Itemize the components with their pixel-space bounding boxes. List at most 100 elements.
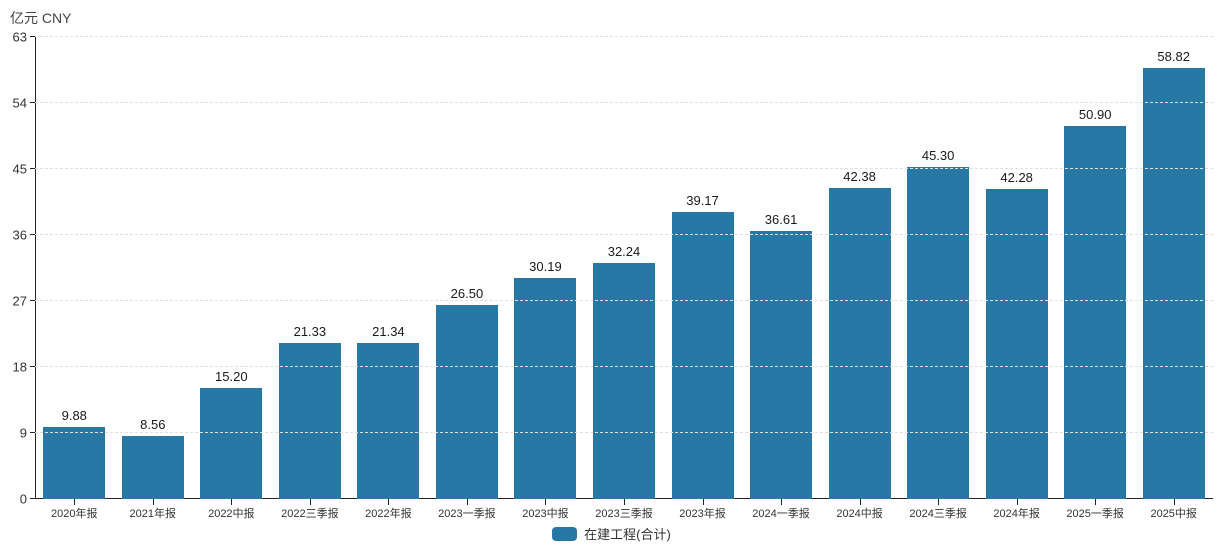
x-axis-label: 2022年报 (365, 508, 412, 520)
x-axis-labels: 2020年报 2021年报 2022中报 2022三季报 2022年报 2023一季报 20… (35, 505, 1213, 521)
x-axis-label: 2023三季报 (595, 508, 653, 520)
gridline (35, 102, 1213, 103)
y-axis-tick-label: 27 (12, 293, 27, 309)
x-axis-tick (388, 499, 390, 505)
x-axis-tick (74, 499, 76, 505)
bar[interactable] (828, 188, 891, 499)
bar-slot: 32.24 (585, 37, 664, 505)
bar-value-label: 42.38 (843, 169, 876, 185)
y-axis-tick-label: 63 (12, 29, 27, 45)
plot-area: 9.88 8.56 15.20 21.33 21.34 26.50 30.19 32.24 39… (13, 30, 1213, 507)
bar[interactable] (43, 426, 106, 499)
x-axis-label: 2023中报 (522, 508, 569, 520)
y-axis-tick (30, 234, 35, 235)
bar-value-label: 21.33 (293, 323, 327, 339)
x-axis-tick (938, 499, 940, 505)
x-axis-tick (545, 499, 547, 505)
bar-slot: 21.34 (349, 37, 428, 505)
bar-value-label: 9.88 (61, 407, 87, 423)
legend-label: 在建工程(合计) (584, 527, 671, 542)
gridline (35, 366, 1213, 367)
y-axis-tick-label: 45 (12, 161, 27, 177)
bar-slot: 15.20 (192, 37, 271, 505)
bar-value-label: 15.20 (215, 368, 248, 384)
gridline (35, 300, 1213, 301)
y-axis-line (35, 37, 36, 499)
y-axis-tick (30, 36, 35, 37)
bar-value-label: 32.24 (607, 243, 641, 259)
bar-slot: 50.90 (1056, 37, 1135, 505)
y-axis-tick (30, 498, 35, 499)
x-axis-tick (1016, 499, 1018, 505)
bar-value-label: 36.61 (764, 211, 798, 227)
y-axis-tick (30, 300, 35, 301)
legend-swatch (552, 526, 578, 541)
x-axis-label: 2023一季报 (438, 508, 496, 520)
legend-item[interactable]: 在建工程(合计) (0, 524, 1223, 543)
gridline (35, 168, 1213, 169)
x-axis-label: 2020年报 (51, 508, 98, 520)
gridline (35, 432, 1213, 433)
bar-value-label: 58.82 (1157, 48, 1190, 64)
y-axis-tick (30, 432, 35, 433)
bar-value-label: 21.34 (372, 323, 405, 339)
bar-value-label: 30.19 (529, 258, 562, 274)
bar-slot: 58.82 (1134, 37, 1213, 505)
bar-value-label: 50.90 (1078, 106, 1112, 122)
bar[interactable] (121, 436, 184, 499)
bar-value-label: 39.17 (686, 192, 719, 208)
bars-container: 9.88 8.56 15.20 21.33 21.34 26.50 30.19 32.24 39… (35, 37, 1213, 505)
x-axis-tick (466, 499, 468, 505)
bar[interactable] (985, 188, 1048, 499)
y-axis-tick (30, 168, 35, 169)
bar[interactable] (1064, 125, 1127, 499)
y-axis-tick-label: 9 (19, 425, 27, 441)
x-axis-label: 2024一季报 (752, 508, 810, 520)
bar-slot: 36.61 (742, 37, 821, 505)
x-axis-tick (702, 499, 704, 505)
bar-slot: 42.28 (977, 37, 1056, 505)
x-axis-label: 2022中报 (208, 508, 255, 520)
x-axis-tick (152, 499, 154, 505)
gridline (35, 36, 1213, 37)
y-axis-unit-label: 亿元 CNY (10, 10, 72, 26)
x-axis-label: 2023年报 (679, 508, 726, 520)
bar[interactable] (1142, 67, 1205, 499)
bar-slot: 26.50 (428, 37, 507, 505)
bar-value-label: 26.50 (450, 285, 484, 301)
bar[interactable] (750, 230, 813, 499)
bar-slot: 21.33 (271, 37, 350, 505)
y-axis-tick-label: 18 (12, 359, 27, 375)
x-axis-tick (623, 499, 625, 505)
x-axis-label: 2022三季报 (281, 508, 339, 520)
y-axis-tick-label: 36 (12, 227, 27, 243)
bar[interactable] (357, 342, 420, 499)
y-axis-tick (30, 366, 35, 367)
x-axis-tick (781, 499, 783, 505)
bar[interactable] (200, 387, 263, 499)
bar[interactable] (435, 304, 498, 499)
bar-slot: 9.88 (35, 37, 114, 505)
bar[interactable] (514, 277, 577, 499)
bar[interactable] (592, 262, 655, 499)
x-axis-label: 2024中报 (836, 508, 883, 520)
y-axis-tick (30, 102, 35, 103)
x-axis-tick (231, 499, 233, 505)
x-axis-tick (309, 499, 311, 505)
bar-value-label: 8.56 (140, 417, 166, 433)
bar[interactable] (671, 211, 734, 499)
x-axis-label: 2021年报 (129, 508, 177, 520)
x-axis-tick (1173, 499, 1175, 505)
gridline (35, 234, 1213, 235)
bar-slot: 8.56 (114, 37, 193, 505)
y-axis-tick-label: 0 (19, 491, 27, 507)
bar[interactable] (907, 166, 970, 499)
bar-slot: 45.30 (899, 37, 978, 505)
x-axis-tick (1095, 499, 1097, 505)
x-axis-label: 2024三季报 (909, 508, 967, 520)
x-axis-label: 2025一季报 (1066, 508, 1124, 520)
bar-value-label: 42.28 (1000, 169, 1033, 185)
x-axis-tick (859, 499, 861, 505)
bar-slot: 42.38 (820, 37, 899, 505)
bar[interactable] (278, 342, 341, 499)
